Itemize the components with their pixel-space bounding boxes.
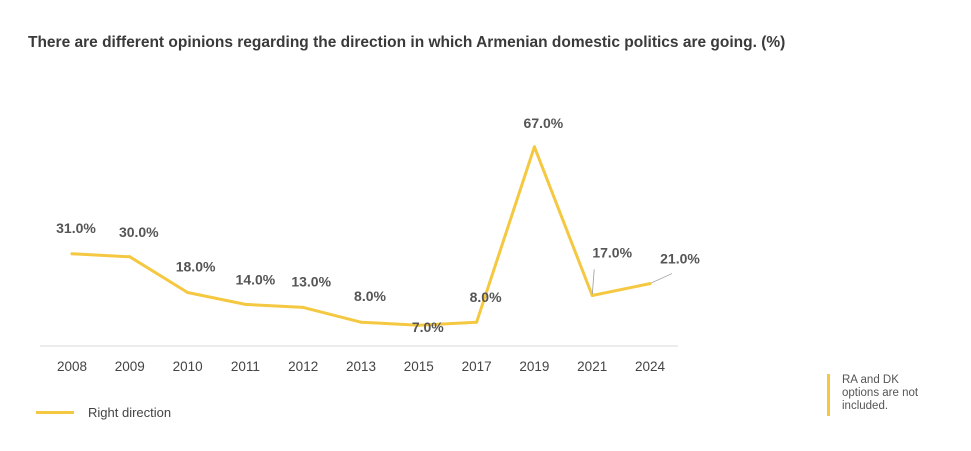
x-tick-label: 2010 (173, 359, 203, 374)
data-point (128, 255, 132, 259)
data-point (301, 305, 305, 309)
legend: Right direction (36, 405, 171, 420)
data-label: 21.0% (660, 251, 700, 267)
data-point (359, 320, 363, 324)
data-point (475, 320, 479, 324)
legend-label: Right direction (88, 405, 172, 420)
data-label: 17.0% (592, 244, 632, 260)
data-label: 7.0% (412, 319, 444, 335)
data-label: 13.0% (291, 273, 331, 289)
x-tick-label: 2011 (231, 359, 260, 374)
x-tick-label: 2012 (288, 359, 318, 374)
data-point (417, 323, 421, 327)
data-point (648, 282, 652, 286)
chart-title: There are different opinions regarding t… (28, 34, 786, 51)
data-point (532, 145, 536, 149)
data-label-leader (649, 273, 673, 284)
x-tick-label: 2019 (519, 359, 549, 374)
data-label: 14.0% (236, 271, 276, 287)
footnote-bar (827, 374, 830, 416)
data-point (70, 252, 74, 256)
data-label: 30.0% (119, 224, 159, 240)
x-tick-label: 2009 (115, 359, 145, 374)
data-label-leader (591, 269, 595, 296)
x-tick-label: 2024 (635, 359, 666, 374)
legend-swatch (36, 411, 74, 414)
x-tick-label: 2021 (577, 359, 607, 374)
x-tick-label: 2013 (346, 359, 376, 374)
x-tick-label: 2008 (57, 359, 87, 374)
data-point (186, 290, 190, 294)
data-label: 31.0% (56, 220, 96, 236)
data-label: 18.0% (176, 258, 216, 274)
x-tick-label: 2017 (462, 359, 492, 374)
x-tick-label: 2015 (404, 359, 434, 374)
data-point (590, 293, 594, 297)
data-point (243, 302, 247, 306)
footnote: RA and DK options are not included. (827, 374, 932, 416)
data-label: 8.0% (470, 289, 502, 305)
footnote-text: RA and DK options are not included. (842, 374, 919, 412)
data-label: 67.0% (524, 115, 564, 131)
data-label: 8.0% (354, 288, 386, 304)
